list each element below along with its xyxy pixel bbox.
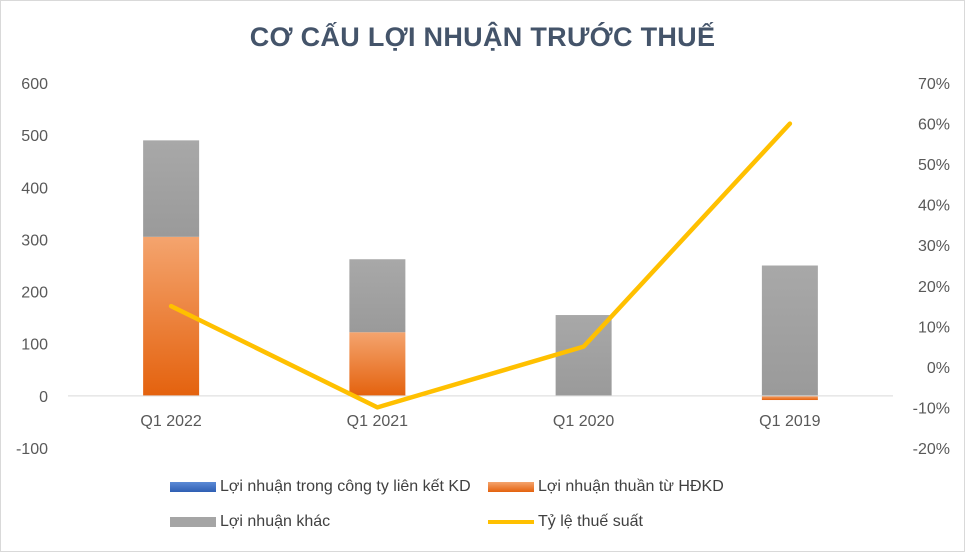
left-tick-label: 400 xyxy=(21,180,48,197)
right-tick-label: -10% xyxy=(913,400,950,417)
legend-label: Lợi nhuận trong công ty liên kết KD xyxy=(220,478,471,495)
right-tick-label: 70% xyxy=(918,76,950,93)
bar-ed7d31-3 xyxy=(761,395,818,401)
category-label: Q1 2022 xyxy=(140,413,201,430)
legend-item-tax-rate: Tỷ lệ thuế suất xyxy=(488,513,643,531)
legend-label: Lợi nhuận thuần từ HĐKD xyxy=(538,478,724,495)
right-tick-label: -20% xyxy=(913,441,950,458)
legend-label: Tỷ lệ thuế suất xyxy=(538,513,643,530)
left-tick-label: 300 xyxy=(21,232,48,249)
legend-swatch-gray xyxy=(170,517,216,527)
legend-item-associates: Lợi nhuận trong công ty liên kết KD xyxy=(170,478,471,496)
right-tick-label: 0% xyxy=(927,360,950,377)
bar-a5a5a5-1 xyxy=(349,259,406,333)
chart-plot: -100 0 100 200 300 400 500 600 -20% -10% 0% 10% 20% 3… xyxy=(16,76,950,458)
left-tick-label: 200 xyxy=(21,285,48,302)
right-tick-label: 10% xyxy=(918,319,950,336)
bar-a5a5a5-3 xyxy=(761,265,818,396)
legend-swatch-orange xyxy=(488,482,534,492)
tax-rate-line xyxy=(168,121,793,410)
left-tick-label: 500 xyxy=(21,128,48,145)
right-tick-label: 40% xyxy=(918,198,950,215)
legend-label: Lợi nhuận khác xyxy=(220,513,331,530)
legend-item-other-profit: Lợi nhuận khác xyxy=(170,513,330,531)
legend-swatch-line xyxy=(488,520,534,524)
category-label: Q1 2019 xyxy=(759,413,820,430)
left-tick-label: 100 xyxy=(21,337,48,354)
right-tick-label: 60% xyxy=(918,117,950,134)
left-tick-label: 600 xyxy=(21,76,48,93)
right-tick-label: 20% xyxy=(918,279,950,296)
right-tick-label: 50% xyxy=(918,157,950,174)
category-label: Q1 2020 xyxy=(553,413,614,430)
right-tick-label: 30% xyxy=(918,238,950,255)
bar-a5a5a5-0 xyxy=(143,140,200,237)
legend-swatch-blue xyxy=(170,482,216,492)
bar-ed7d31-1 xyxy=(349,332,406,396)
category-label: Q1 2021 xyxy=(347,413,408,430)
left-tick-label: -100 xyxy=(16,441,48,458)
legend-item-operating-profit: Lợi nhuận thuần từ HĐKD xyxy=(488,478,724,496)
left-tick-label: 0 xyxy=(39,389,48,406)
chart-title: CƠ CẤU LỢI NHUẬN TRƯỚC THUẾ xyxy=(249,22,716,52)
